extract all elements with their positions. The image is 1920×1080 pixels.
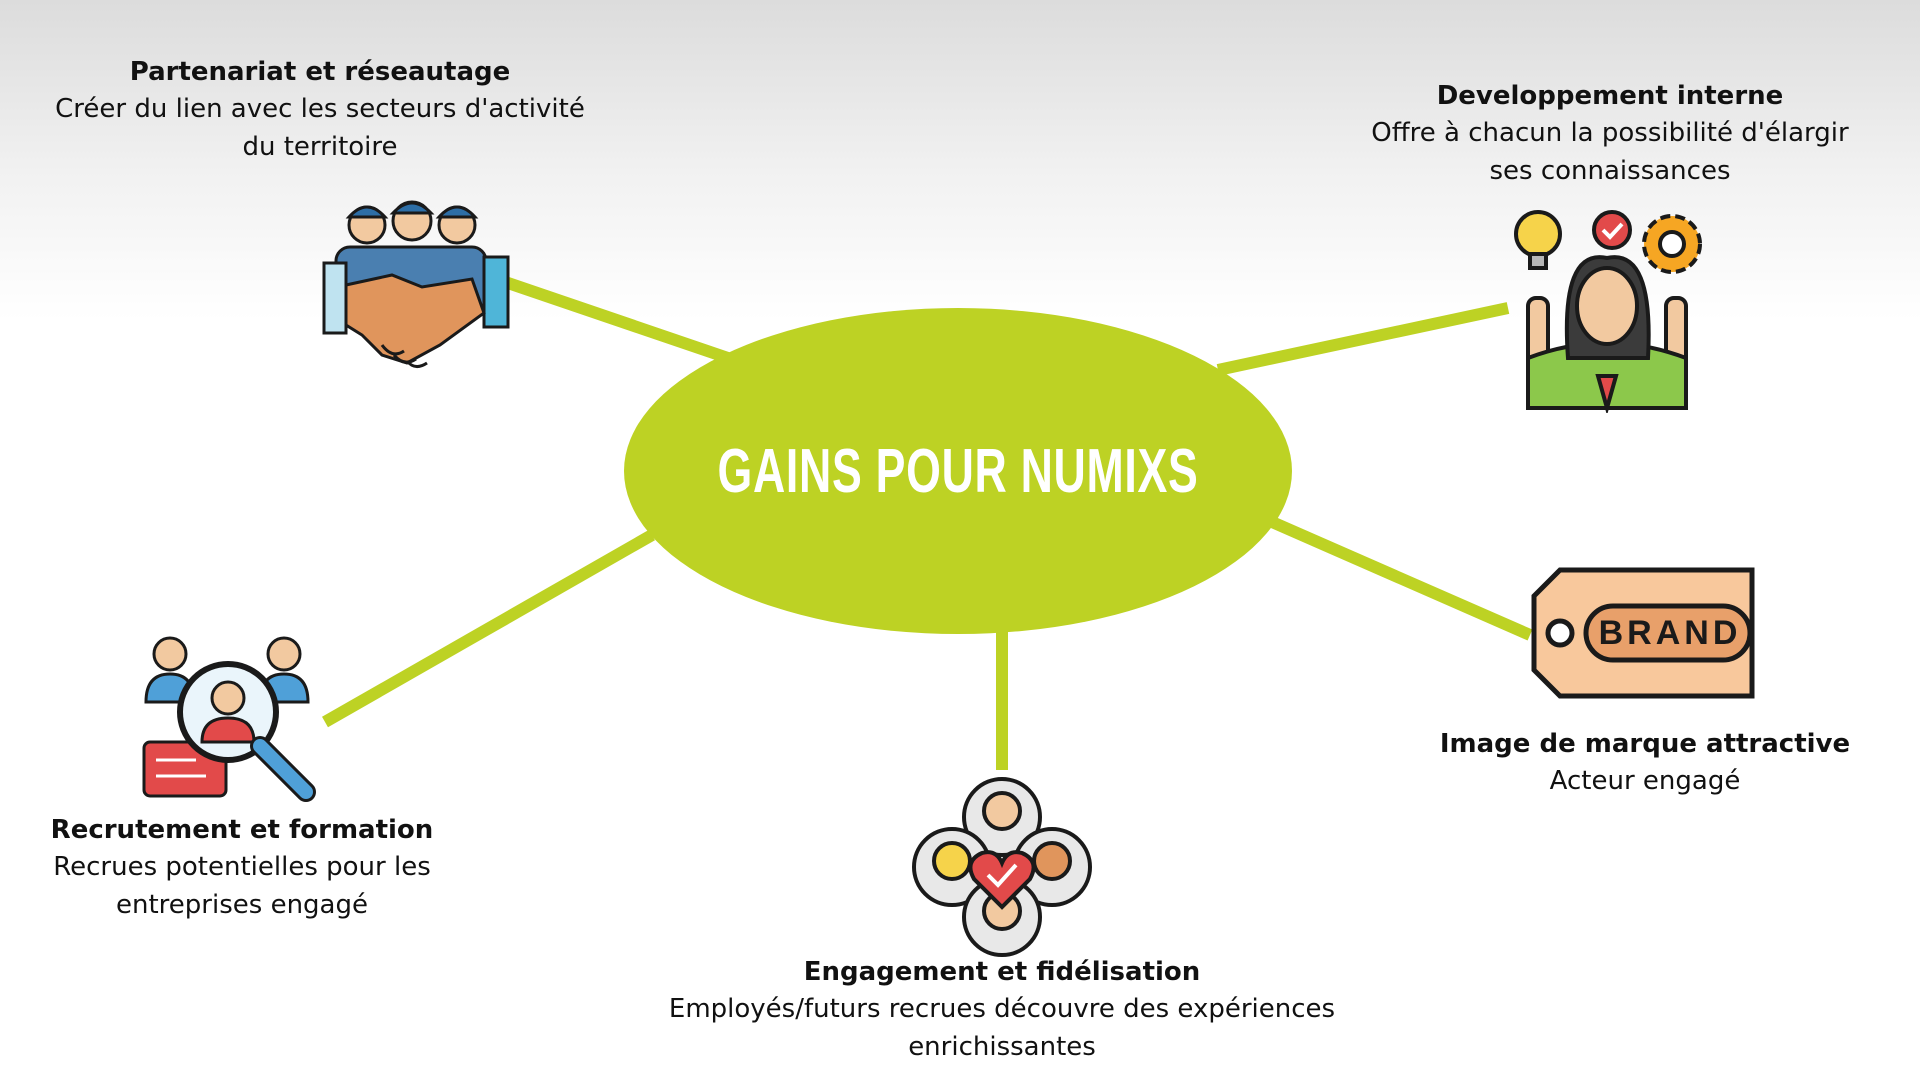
recruitment-magnifier-icon bbox=[142, 636, 316, 802]
recruitment-title: Recrutement et formation bbox=[50, 815, 434, 845]
brand-desc-line1: Acteur engagé bbox=[1549, 766, 1741, 796]
engagement-title: Engagement et fidélisation bbox=[803, 957, 1201, 987]
partnership-desc-line1: Créer du lien avec les secteurs d'activi… bbox=[55, 94, 585, 124]
engagement-desc-line1: Employés/futurs recrues découvre des exp… bbox=[668, 994, 1336, 1024]
recruitment-desc-line2: entreprises engagé bbox=[116, 890, 368, 920]
internal-dev-desc-line2: ses connaissances bbox=[1489, 156, 1731, 186]
caption-engagement: Engagement et fidélisation Employés/futu… bbox=[660, 954, 1344, 1066]
caption-partnership: Partenariat et réseautage Créer du lien … bbox=[40, 54, 600, 166]
connector-recruitment bbox=[322, 529, 655, 728]
caption-brand: Image de marque attractive Acteur engagé bbox=[1420, 726, 1870, 800]
handshake-team-icon bbox=[322, 200, 510, 368]
caption-recruitment: Recrutement et formation Recrues potenti… bbox=[32, 812, 452, 924]
brand-tag-text: BRAND bbox=[1599, 614, 1742, 652]
internal-dev-title: Developpement interne bbox=[1436, 81, 1784, 111]
connector-brand bbox=[1269, 516, 1533, 641]
center-title: GAINS POUR NUMIXS bbox=[717, 436, 1199, 506]
partnership-title: Partenariat et réseautage bbox=[129, 57, 511, 87]
partnership-desc-line2: du territoire bbox=[242, 132, 398, 162]
connector-internal-dev bbox=[1216, 302, 1510, 376]
recruitment-desc-line1: Recrues potentielles pour les bbox=[53, 852, 431, 882]
brand-tag-icon: BRAND bbox=[1531, 567, 1755, 699]
engagement-desc-line2: enrichissantes bbox=[908, 1032, 1096, 1062]
caption-internal-dev: Developpement interne Offre à chacun la … bbox=[1360, 78, 1860, 190]
connector-partnership bbox=[503, 276, 730, 364]
team-heart-icon bbox=[912, 777, 1092, 957]
woman-ideas-icon bbox=[1514, 210, 1702, 413]
center-node: GAINS POUR NUMIXS bbox=[624, 308, 1292, 634]
internal-dev-desc-line1: Offre à chacun la possibilité d'élargir bbox=[1371, 118, 1849, 148]
brand-title: Image de marque attractive bbox=[1439, 729, 1851, 759]
